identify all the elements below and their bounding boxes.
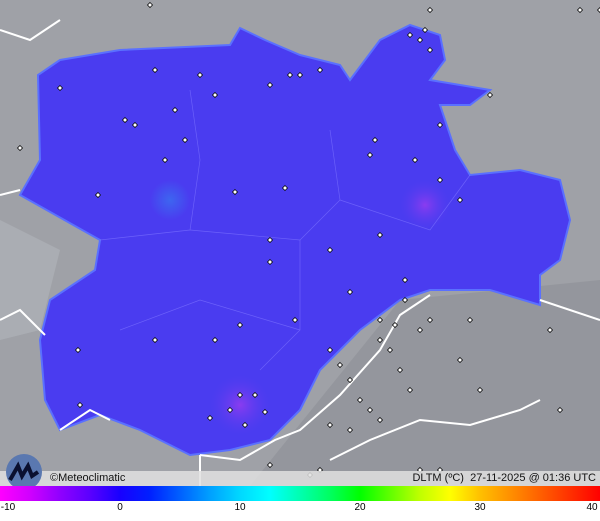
station-marker[interactable] xyxy=(161,156,169,164)
tick-label: -10 xyxy=(0,502,16,513)
province-borders xyxy=(99,89,471,371)
station-marker[interactable] xyxy=(456,196,464,204)
unit-label: (ºC) xyxy=(444,472,464,484)
station-marker[interactable] xyxy=(171,106,179,114)
variable-label: DLTM xyxy=(412,472,442,484)
weather-stations xyxy=(16,1,600,479)
station-marker[interactable] xyxy=(596,6,600,14)
station-marker[interactable] xyxy=(376,316,384,324)
station-marker[interactable] xyxy=(206,414,214,422)
station-marker[interactable] xyxy=(416,326,424,334)
map-info: DLTM (ºC) 27-11-2025 @ 01:36 UTC xyxy=(412,471,596,486)
station-marker[interactable] xyxy=(436,121,444,129)
station-marker[interactable] xyxy=(406,386,414,394)
station-marker[interactable] xyxy=(266,461,274,469)
station-marker[interactable] xyxy=(74,346,82,354)
tick-label: 40 xyxy=(586,502,598,513)
terrain-relief xyxy=(250,280,600,486)
station-marker[interactable] xyxy=(266,258,274,266)
station-marker[interactable] xyxy=(426,46,434,54)
station-marker[interactable] xyxy=(211,91,219,99)
region-temperature-area xyxy=(18,23,572,457)
station-marker[interactable] xyxy=(376,416,384,424)
station-marker[interactable] xyxy=(76,401,84,409)
station-marker[interactable] xyxy=(336,361,344,369)
station-marker[interactable] xyxy=(476,386,484,394)
station-marker[interactable] xyxy=(151,66,159,74)
station-marker[interactable] xyxy=(56,84,64,92)
station-marker[interactable] xyxy=(556,406,564,414)
station-marker[interactable] xyxy=(421,26,429,34)
station-marker[interactable] xyxy=(326,346,334,354)
station-marker[interactable] xyxy=(281,184,289,192)
color-scale-bar xyxy=(0,486,600,501)
station-marker[interactable] xyxy=(386,346,394,354)
warm-spot xyxy=(400,180,450,230)
station-marker[interactable] xyxy=(296,71,304,79)
station-marker[interactable] xyxy=(151,336,159,344)
station-marker[interactable] xyxy=(146,1,154,9)
temperature-map[interactable] xyxy=(0,0,600,486)
station-marker[interactable] xyxy=(416,36,424,44)
station-marker[interactable] xyxy=(266,236,274,244)
station-marker[interactable] xyxy=(346,288,354,296)
station-marker[interactable] xyxy=(401,296,409,304)
station-marker[interactable] xyxy=(131,121,139,129)
station-marker[interactable] xyxy=(326,246,334,254)
station-marker[interactable] xyxy=(456,356,464,364)
country-borders xyxy=(0,19,600,486)
station-marker[interactable] xyxy=(376,336,384,344)
station-marker[interactable] xyxy=(236,391,244,399)
station-marker[interactable] xyxy=(346,376,354,384)
station-marker[interactable] xyxy=(196,71,204,79)
caption-strip xyxy=(0,471,600,486)
station-marker[interactable] xyxy=(16,144,24,152)
meteoclimatic-logo xyxy=(6,454,42,490)
station-marker[interactable] xyxy=(406,31,414,39)
station-marker[interactable] xyxy=(366,151,374,159)
station-marker[interactable] xyxy=(356,396,364,404)
station-marker[interactable] xyxy=(486,91,494,99)
tick-label: 20 xyxy=(354,502,366,513)
station-marker[interactable] xyxy=(261,408,269,416)
station-marker[interactable] xyxy=(226,406,234,414)
station-marker[interactable] xyxy=(211,336,219,344)
station-marker[interactable] xyxy=(366,406,374,414)
warm-spot xyxy=(210,375,270,435)
station-marker[interactable] xyxy=(291,316,299,324)
station-marker[interactable] xyxy=(426,6,434,14)
credit-text: ©Meteoclimatic xyxy=(50,472,126,484)
tick-label: 10 xyxy=(234,502,246,513)
station-marker[interactable] xyxy=(346,426,354,434)
station-marker[interactable] xyxy=(426,316,434,324)
cool-spot xyxy=(150,180,190,220)
station-marker[interactable] xyxy=(121,116,129,124)
station-marker[interactable] xyxy=(326,421,334,429)
station-marker[interactable] xyxy=(231,188,239,196)
station-marker[interactable] xyxy=(94,191,102,199)
station-marker[interactable] xyxy=(286,71,294,79)
station-marker[interactable] xyxy=(546,326,554,334)
station-marker[interactable] xyxy=(391,321,399,329)
timestamp: 27-11-2025 @ 01:36 UTC xyxy=(470,472,596,484)
terrain-relief xyxy=(0,220,60,340)
station-marker[interactable] xyxy=(411,156,419,164)
tick-label: 0 xyxy=(117,502,123,513)
station-marker[interactable] xyxy=(251,391,259,399)
station-marker[interactable] xyxy=(436,176,444,184)
station-marker[interactable] xyxy=(396,366,404,374)
station-marker[interactable] xyxy=(316,66,324,74)
station-marker[interactable] xyxy=(466,316,474,324)
station-marker[interactable] xyxy=(401,276,409,284)
station-marker[interactable] xyxy=(241,421,249,429)
station-marker[interactable] xyxy=(371,136,379,144)
station-marker[interactable] xyxy=(236,321,244,329)
station-marker[interactable] xyxy=(181,136,189,144)
station-marker[interactable] xyxy=(266,81,274,89)
station-marker[interactable] xyxy=(376,231,384,239)
tick-label: 30 xyxy=(474,502,486,513)
station-marker[interactable] xyxy=(576,6,584,14)
